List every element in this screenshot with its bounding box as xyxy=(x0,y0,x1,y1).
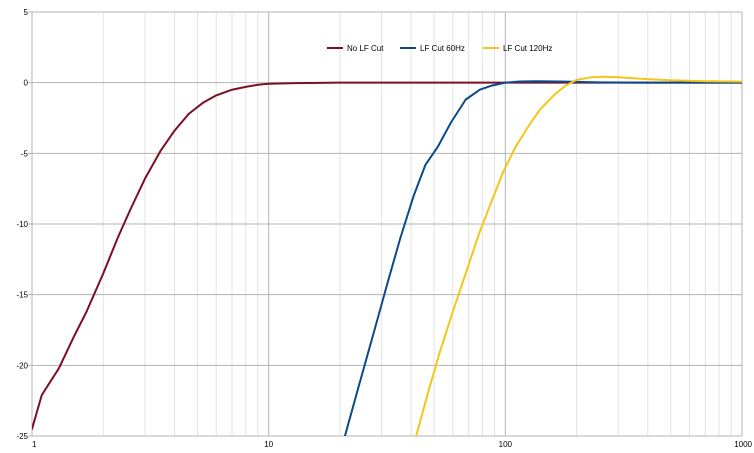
y-tick-label: 5 xyxy=(24,8,29,17)
tick-labels: 5 0 -5 -10 -15 -20 -25 1 10 100 1000 xyxy=(16,8,752,449)
y-tick-label: -15 xyxy=(16,291,28,300)
x-tick-label: 1000 xyxy=(734,440,752,449)
y-tick-label: -25 xyxy=(16,432,28,441)
series-line-2 xyxy=(343,80,742,436)
x-tick-label: 100 xyxy=(499,440,513,449)
legend-label-1: No LF Cut xyxy=(347,44,384,53)
y-tick-label: -20 xyxy=(16,361,28,370)
x-tick-label: 10 xyxy=(264,440,273,449)
series-line-3 xyxy=(415,75,742,436)
y-tick-label: -5 xyxy=(21,149,29,158)
x-tick-label: 1 xyxy=(32,440,37,449)
series-line-1 xyxy=(32,81,742,430)
legend: No LF Cut LF Cut 60Hz LF Cut 120Hz xyxy=(327,44,552,53)
legend-label-3: LF Cut 120Hz xyxy=(503,44,552,53)
legend-label-2: LF Cut 60Hz xyxy=(420,44,465,53)
y-tick-label: -10 xyxy=(16,220,28,229)
series-layer xyxy=(32,75,742,436)
axes xyxy=(28,11,742,437)
y-tick-label: 0 xyxy=(24,79,29,88)
